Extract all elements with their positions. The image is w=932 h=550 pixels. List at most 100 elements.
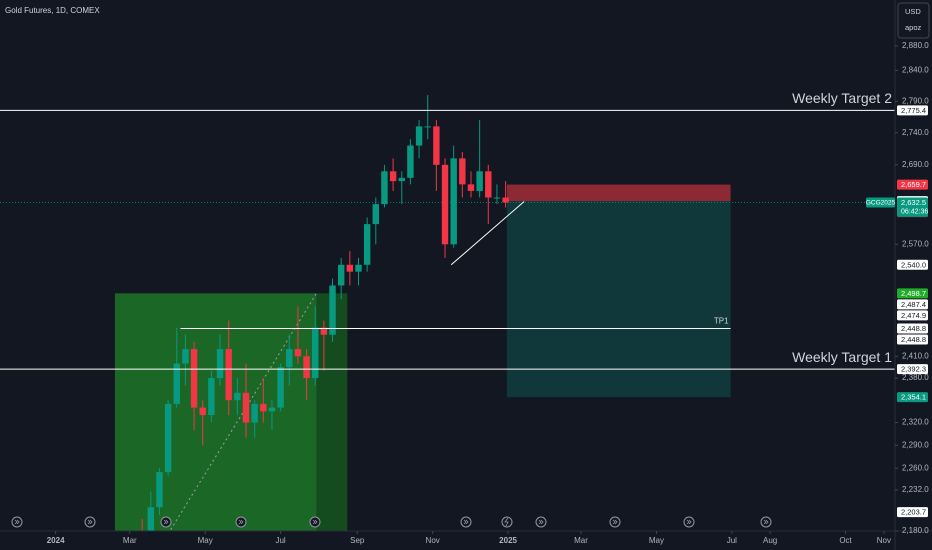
event-icon-glyph	[763, 519, 769, 525]
candle-body	[268, 407, 276, 412]
candle-body	[164, 403, 172, 473]
event-icon-glyph	[238, 519, 244, 525]
x-tick-label: Nov	[877, 536, 891, 545]
candle-body	[199, 407, 206, 416]
candle-body	[355, 264, 362, 272]
price-badge-label: 2,448.8	[901, 335, 926, 344]
currency: USD	[905, 7, 921, 16]
candle-body	[389, 171, 397, 182]
price-badge	[897, 310, 928, 321]
x-tick-label: Aug	[763, 536, 777, 545]
price-badge-label: 2,448.8	[901, 324, 926, 333]
candle-body	[277, 367, 284, 408]
price-badge	[897, 179, 928, 190]
price-badge-label: 2,474.9	[901, 311, 926, 320]
y-tick-label: 2,880.0	[902, 41, 929, 50]
candle-body	[381, 171, 388, 205]
candle-body	[493, 197, 501, 199]
chart-title: Gold Futures, 1D, COMEX	[5, 6, 100, 15]
trendline	[450, 201, 525, 266]
price-badge	[897, 507, 928, 518]
candle-body	[407, 145, 414, 178]
candle-body	[216, 349, 224, 379]
price-badge	[897, 323, 928, 334]
plot-area: TP1 Weekly Target 2 Weekly Target 1	[0, 90, 895, 531]
candle-body	[156, 472, 163, 508]
event-icon-glyph	[463, 519, 469, 525]
x-tick-label: 2025	[499, 536, 517, 545]
candle-body	[476, 171, 483, 191]
y-tick-label: 2,790.0	[902, 96, 929, 105]
price-badge-label: 2,659.7	[901, 180, 926, 189]
price-badge-label: 2,498.7	[901, 289, 926, 298]
candle-body	[190, 349, 198, 408]
price-badge	[897, 299, 928, 310]
event-icon-glyph	[612, 519, 618, 525]
candle-body	[502, 197, 509, 203]
y-tick-label: 2,232.0	[902, 485, 929, 494]
candle-body	[234, 392, 241, 401]
level-label: Weekly Target 1	[792, 349, 892, 365]
y-tick-label: 2,290.0	[902, 440, 929, 449]
candle-body	[312, 327, 319, 379]
candle-body	[467, 184, 475, 191]
symbol-tag	[866, 197, 895, 208]
candle-body	[251, 403, 258, 423]
price-badge-label: 2,487.4	[901, 300, 926, 309]
event-icon-glyph	[504, 517, 509, 527]
candle-body	[363, 224, 371, 265]
price-badge	[897, 259, 928, 270]
x-tick-label: Oct	[839, 536, 852, 545]
y-tick-label: 2,410.0	[902, 351, 929, 360]
candle-body	[260, 403, 267, 412]
candle-body	[147, 507, 155, 531]
candle-body	[398, 177, 405, 182]
x-tick-label: Jul	[275, 536, 285, 545]
x-tick-label: May	[649, 536, 664, 545]
candle-body	[294, 349, 302, 357]
candle-body	[337, 264, 345, 286]
candle-body	[450, 158, 457, 245]
x-tick-label: Sep	[350, 536, 365, 545]
price-badge	[897, 288, 928, 299]
y-tick-label: 2,740.0	[902, 128, 929, 137]
candle-body	[441, 164, 449, 245]
y-tick-label: 2,380.0	[902, 373, 929, 382]
price-badge-label: 2,354.1	[901, 393, 926, 402]
y-tick-label: 2,180.0	[902, 526, 929, 535]
y-tick-label: 2,320.0	[902, 418, 929, 427]
candle-body	[459, 158, 466, 185]
y-tick-label: 2,840.0	[902, 65, 929, 74]
tp-label: TP1	[714, 317, 729, 326]
price-badge-label: 2,540.0	[901, 260, 926, 269]
currency-box[interactable]	[897, 2, 930, 39]
event-icon-glyph	[538, 519, 544, 525]
countdown-label: 06:42:36	[901, 208, 928, 215]
symbol-tag-label: GCG2025	[866, 200, 896, 207]
x-tick-label: Mar	[123, 536, 137, 545]
long-target-zone	[114, 293, 317, 531]
x-tick-label: Mar	[574, 536, 588, 545]
price-badge	[897, 364, 928, 375]
price-badge	[897, 392, 928, 403]
candle-body	[424, 126, 431, 128]
candle-body	[329, 285, 336, 335]
axes: 2,880.0 2,840.0 2,790.0 2,740.0 2,690.0 2,570…	[47, 41, 930, 545]
price-badge-label: 2,775.4	[901, 106, 926, 115]
price-badge-label: 2,203.7	[901, 508, 926, 517]
y-tick-label: 2,690.0	[902, 160, 929, 169]
price-badge	[897, 105, 928, 116]
candle-body	[485, 171, 492, 198]
last-price-label: 2,632.5	[901, 198, 926, 207]
candle-body	[372, 204, 380, 225]
x-tick-label: May	[198, 536, 213, 545]
candle-body	[182, 349, 189, 364]
candle-body	[286, 349, 293, 368]
price-badge	[897, 334, 928, 345]
candle-body	[208, 378, 215, 416]
price-badges: 2,775.42,659.72,634.62,630.22,540.02,498…	[866, 105, 928, 518]
candle-body	[242, 392, 250, 423]
short-stop-zone	[506, 184, 731, 202]
price-badge-label: 2,392.3	[901, 365, 926, 374]
